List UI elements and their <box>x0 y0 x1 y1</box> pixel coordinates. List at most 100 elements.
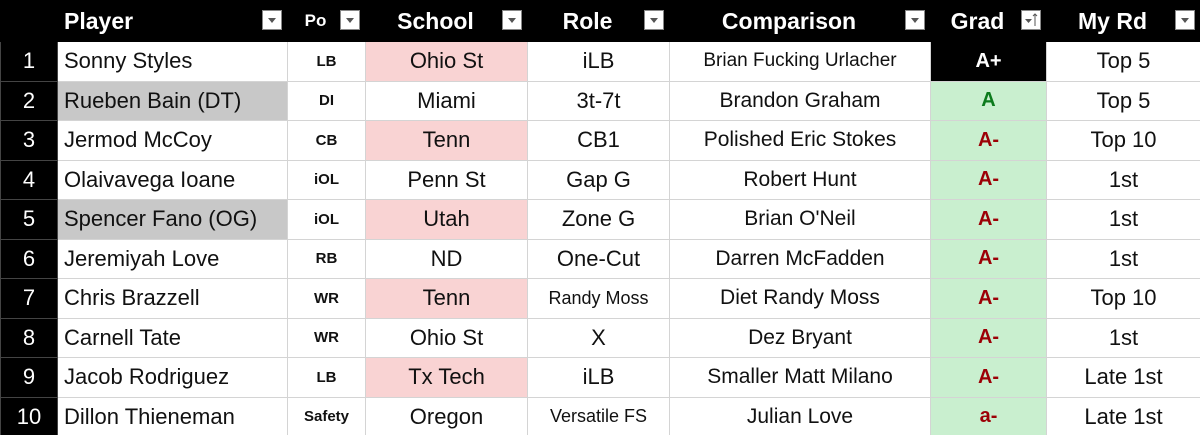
header-cell: Role <box>527 0 670 42</box>
header-row: Player Po School Role Comparison Grad My… <box>0 0 1200 42</box>
school-cell: Ohio St <box>365 41 528 82</box>
player-cell: Carnell Tate <box>57 317 288 358</box>
round-cell: Top 5 <box>1046 80 1200 121</box>
filter-button[interactable] <box>905 10 925 30</box>
player-cell: Olaivavega Ioane <box>57 159 288 200</box>
player-cell: Spencer Fano (OG) <box>57 199 288 240</box>
player-cell: Jeremiyah Love <box>57 238 288 279</box>
header-cell: Po <box>287 0 366 42</box>
role-cell: 3t-7t <box>527 80 670 121</box>
header-label: Comparison <box>721 7 857 34</box>
school-cell: Tenn <box>365 120 528 161</box>
comparison-cell: Dez Bryant <box>669 317 931 358</box>
position-cell: DI <box>287 80 366 121</box>
player-cell: Chris Brazzell <box>57 278 288 319</box>
school-cell: Tx Tech <box>365 357 528 398</box>
table-row: 2 Rueben Bain (DT) DI Miami 3t-7t Brandon Gra… <box>0 80 1200 121</box>
round-cell: Late 1st <box>1046 396 1200 435</box>
grade-cell: A- <box>930 120 1047 161</box>
filter-button[interactable] <box>644 10 664 30</box>
school-cell: Utah <box>365 199 528 240</box>
header-label: School <box>397 7 474 34</box>
header-label: Role <box>562 7 613 34</box>
role-cell: Randy Moss <box>527 278 670 319</box>
role-cell: iLB <box>527 41 670 82</box>
round-cell: Top 10 <box>1046 278 1200 319</box>
role-cell: iLB <box>527 357 670 398</box>
school-cell: Ohio St <box>365 317 528 358</box>
round-cell: Top 5 <box>1046 41 1200 82</box>
comparison-cell: Diet Randy Moss <box>669 278 931 319</box>
player-cell: Rueben Bain (DT) <box>57 80 288 121</box>
filter-button[interactable] <box>1175 10 1195 30</box>
header-cell: Player <box>57 0 288 42</box>
row-number: 8 <box>0 317 58 358</box>
table-row: 8 Carnell Tate WR Ohio St X Dez Bryant A- 1st <box>0 317 1200 358</box>
role-cell: X <box>527 317 670 358</box>
header-cell: Comparison <box>669 0 931 42</box>
round-cell: 1st <box>1046 199 1200 240</box>
grade-cell: a- <box>930 396 1047 435</box>
school-cell: Tenn <box>365 278 528 319</box>
position-cell: WR <box>287 317 366 358</box>
filter-button[interactable] <box>340 10 360 30</box>
comparison-cell: Brian Fucking Urlacher <box>669 41 931 82</box>
filter-button[interactable] <box>262 10 282 30</box>
school-cell: Oregon <box>365 396 528 435</box>
header-label: Grad <box>950 7 1005 34</box>
position-cell: iOL <box>287 199 366 240</box>
role-cell: Versatile FS <box>527 396 670 435</box>
grade-cell: A+ <box>930 41 1047 82</box>
position-cell: CB <box>287 120 366 161</box>
player-cell: Dillon Thieneman <box>57 396 288 435</box>
role-cell: Zone G <box>527 199 670 240</box>
school-cell: Miami <box>365 80 528 121</box>
row-number: 4 <box>0 159 58 200</box>
row-number: 6 <box>0 238 58 279</box>
header-label: Po <box>304 11 327 30</box>
row-number: 1 <box>0 41 58 82</box>
position-cell: iOL <box>287 159 366 200</box>
grade-cell: A- <box>930 357 1047 398</box>
round-cell: 1st <box>1046 159 1200 200</box>
comparison-cell: Polished Eric Stokes <box>669 120 931 161</box>
table-row: 3 Jermod McCoy CB Tenn CB1 Polished Eric Stok… <box>0 120 1200 161</box>
table-row: 6 Jeremiyah Love RB ND One-Cut Darren McFadde… <box>0 238 1200 279</box>
filter-button[interactable] <box>502 10 522 30</box>
header-label: Player <box>64 7 134 34</box>
round-cell: Late 1st <box>1046 357 1200 398</box>
position-cell: LB <box>287 357 366 398</box>
role-cell: CB1 <box>527 120 670 161</box>
header-cell: My Rd <box>1046 0 1200 42</box>
row-number: 5 <box>0 199 58 240</box>
player-cell: Jacob Rodriguez <box>57 357 288 398</box>
role-cell: Gap G <box>527 159 670 200</box>
row-number: 9 <box>0 357 58 398</box>
header-label: My Rd <box>1078 7 1147 34</box>
sort-button[interactable] <box>1021 10 1041 30</box>
grade-cell: A- <box>930 159 1047 200</box>
table-row: 10 Dillon Thieneman Safety Oregon Versatile … <box>0 396 1200 435</box>
table-row: 5 Spencer Fano (OG) iOL Utah Zone G Brian O'N… <box>0 199 1200 240</box>
table-row: 1 Sonny Styles LB Ohio St iLB Brian Fucking U… <box>0 41 1200 82</box>
row-number: 7 <box>0 278 58 319</box>
comparison-cell: Robert Hunt <box>669 159 931 200</box>
position-cell: RB <box>287 238 366 279</box>
round-cell: Top 10 <box>1046 120 1200 161</box>
table-row: 4 Olaivavega Ioane iOL Penn St Gap G Robert H… <box>0 159 1200 200</box>
row-number: 2 <box>0 80 58 121</box>
table-body: 1 Sonny Styles LB Ohio St iLB Brian Fucking U… <box>0 41 1200 435</box>
header-cell: Grad <box>930 0 1047 42</box>
comparison-cell: Julian Love <box>669 396 931 435</box>
role-cell: One-Cut <box>527 238 670 279</box>
position-cell: Safety <box>287 396 366 435</box>
grade-cell: A- <box>930 238 1047 279</box>
table-row: 9 Jacob Rodriguez LB Tx Tech iLB Smaller Matt… <box>0 357 1200 398</box>
position-cell: LB <box>287 41 366 82</box>
comparison-cell: Brian O'Neil <box>669 199 931 240</box>
grade-cell: A- <box>930 278 1047 319</box>
round-cell: 1st <box>1046 238 1200 279</box>
row-number: 3 <box>0 120 58 161</box>
grade-cell: A- <box>930 199 1047 240</box>
